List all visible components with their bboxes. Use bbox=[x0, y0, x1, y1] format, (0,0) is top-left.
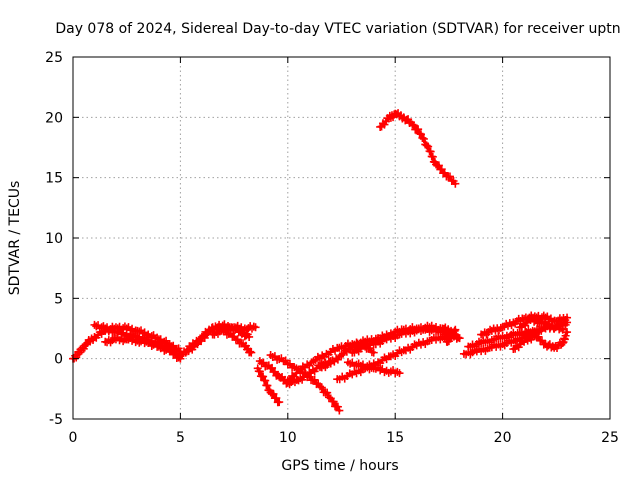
data-point bbox=[200, 333, 209, 342]
y-tick-labels: -5 0 5 10 15 20 25 bbox=[45, 50, 63, 428]
data-point bbox=[426, 147, 435, 156]
axis-ticks bbox=[72, 56, 611, 420]
x-tick-label: 25 bbox=[601, 430, 619, 446]
data-point bbox=[534, 332, 543, 341]
x-axis-label: GPS time / hours bbox=[281, 458, 398, 474]
data-point bbox=[204, 328, 213, 337]
data-point bbox=[255, 367, 264, 376]
grid-lines bbox=[73, 57, 610, 419]
series-arc-13 bbox=[343, 358, 404, 378]
data-point bbox=[310, 375, 319, 384]
data-point bbox=[395, 369, 404, 378]
y-tick-label: 15 bbox=[45, 171, 63, 187]
plot-frame bbox=[72, 56, 611, 420]
data-point bbox=[418, 133, 427, 142]
data-point bbox=[333, 402, 342, 411]
y-tick-label: 0 bbox=[54, 352, 63, 368]
x-tick-label: 0 bbox=[69, 430, 78, 446]
y-tick-label: 20 bbox=[45, 110, 63, 126]
series-arc-22 bbox=[515, 314, 567, 334]
data-point bbox=[512, 341, 521, 350]
data-point bbox=[416, 130, 425, 139]
x-tick-label: 5 bbox=[176, 430, 185, 446]
data-point bbox=[81, 340, 90, 349]
data-point bbox=[245, 332, 254, 341]
data-point bbox=[246, 347, 255, 356]
data-point bbox=[272, 393, 281, 402]
series-arc-6 bbox=[208, 321, 260, 339]
series-arc-21 bbox=[509, 328, 572, 354]
x-tick-label: 20 bbox=[494, 430, 512, 446]
data-point bbox=[525, 333, 534, 342]
data-point bbox=[317, 383, 326, 392]
x-tick-labels: 0 5 10 15 20 25 bbox=[69, 430, 619, 446]
data-point bbox=[329, 397, 338, 406]
data-point bbox=[369, 348, 378, 357]
data-point bbox=[486, 325, 495, 334]
data-point bbox=[509, 318, 518, 327]
data-point bbox=[111, 335, 120, 344]
series-arc-7 bbox=[253, 364, 284, 407]
x-tick-label: 15 bbox=[386, 430, 404, 446]
data-point bbox=[217, 324, 226, 333]
data-point bbox=[519, 319, 528, 328]
data-point bbox=[335, 406, 344, 415]
data-point bbox=[263, 381, 272, 390]
y-axis-label: SDTVAR / TECUs bbox=[7, 181, 23, 296]
data-point bbox=[556, 324, 565, 333]
y-tick-label: 5 bbox=[54, 291, 63, 307]
series-arc-17 bbox=[442, 325, 460, 346]
data-point bbox=[414, 125, 423, 134]
data-point bbox=[115, 336, 124, 345]
data-point bbox=[261, 376, 270, 385]
data-point bbox=[247, 348, 256, 357]
data-point bbox=[440, 168, 449, 177]
data-point bbox=[428, 152, 437, 161]
chart-title: Day 078 of 2024, Sidereal Day-to-day VTE… bbox=[55, 21, 620, 37]
data-point bbox=[186, 344, 195, 353]
data-point bbox=[308, 365, 317, 374]
data-point bbox=[451, 325, 460, 334]
data-point bbox=[324, 393, 333, 402]
data-point bbox=[530, 331, 539, 340]
data-point bbox=[269, 389, 278, 398]
data-point bbox=[259, 372, 268, 381]
y-tick-label: -5 bbox=[49, 412, 63, 428]
data-point bbox=[563, 313, 572, 322]
series-arc-16 bbox=[376, 109, 460, 188]
data-point bbox=[251, 323, 260, 332]
data-point bbox=[162, 345, 171, 354]
data-point bbox=[563, 328, 572, 337]
data-point bbox=[424, 142, 433, 151]
x-tick-label: 10 bbox=[279, 430, 297, 446]
data-point bbox=[275, 398, 284, 407]
data-point bbox=[296, 374, 305, 383]
data-point bbox=[422, 141, 431, 150]
data-point bbox=[142, 337, 151, 346]
y-tick-label: 10 bbox=[45, 231, 63, 247]
data-point bbox=[455, 334, 464, 343]
data-series bbox=[69, 109, 572, 415]
series-arc-9 bbox=[266, 351, 344, 415]
data-point bbox=[409, 121, 418, 130]
data-point bbox=[445, 172, 454, 181]
data-point bbox=[323, 388, 332, 397]
data-point bbox=[558, 325, 567, 334]
data-point bbox=[119, 337, 128, 346]
data-point bbox=[233, 335, 242, 344]
y-tick-label: 25 bbox=[45, 50, 63, 66]
data-point bbox=[316, 382, 325, 391]
data-point bbox=[537, 336, 546, 345]
data-point bbox=[419, 134, 428, 143]
data-point bbox=[451, 179, 460, 188]
data-point bbox=[337, 351, 346, 360]
